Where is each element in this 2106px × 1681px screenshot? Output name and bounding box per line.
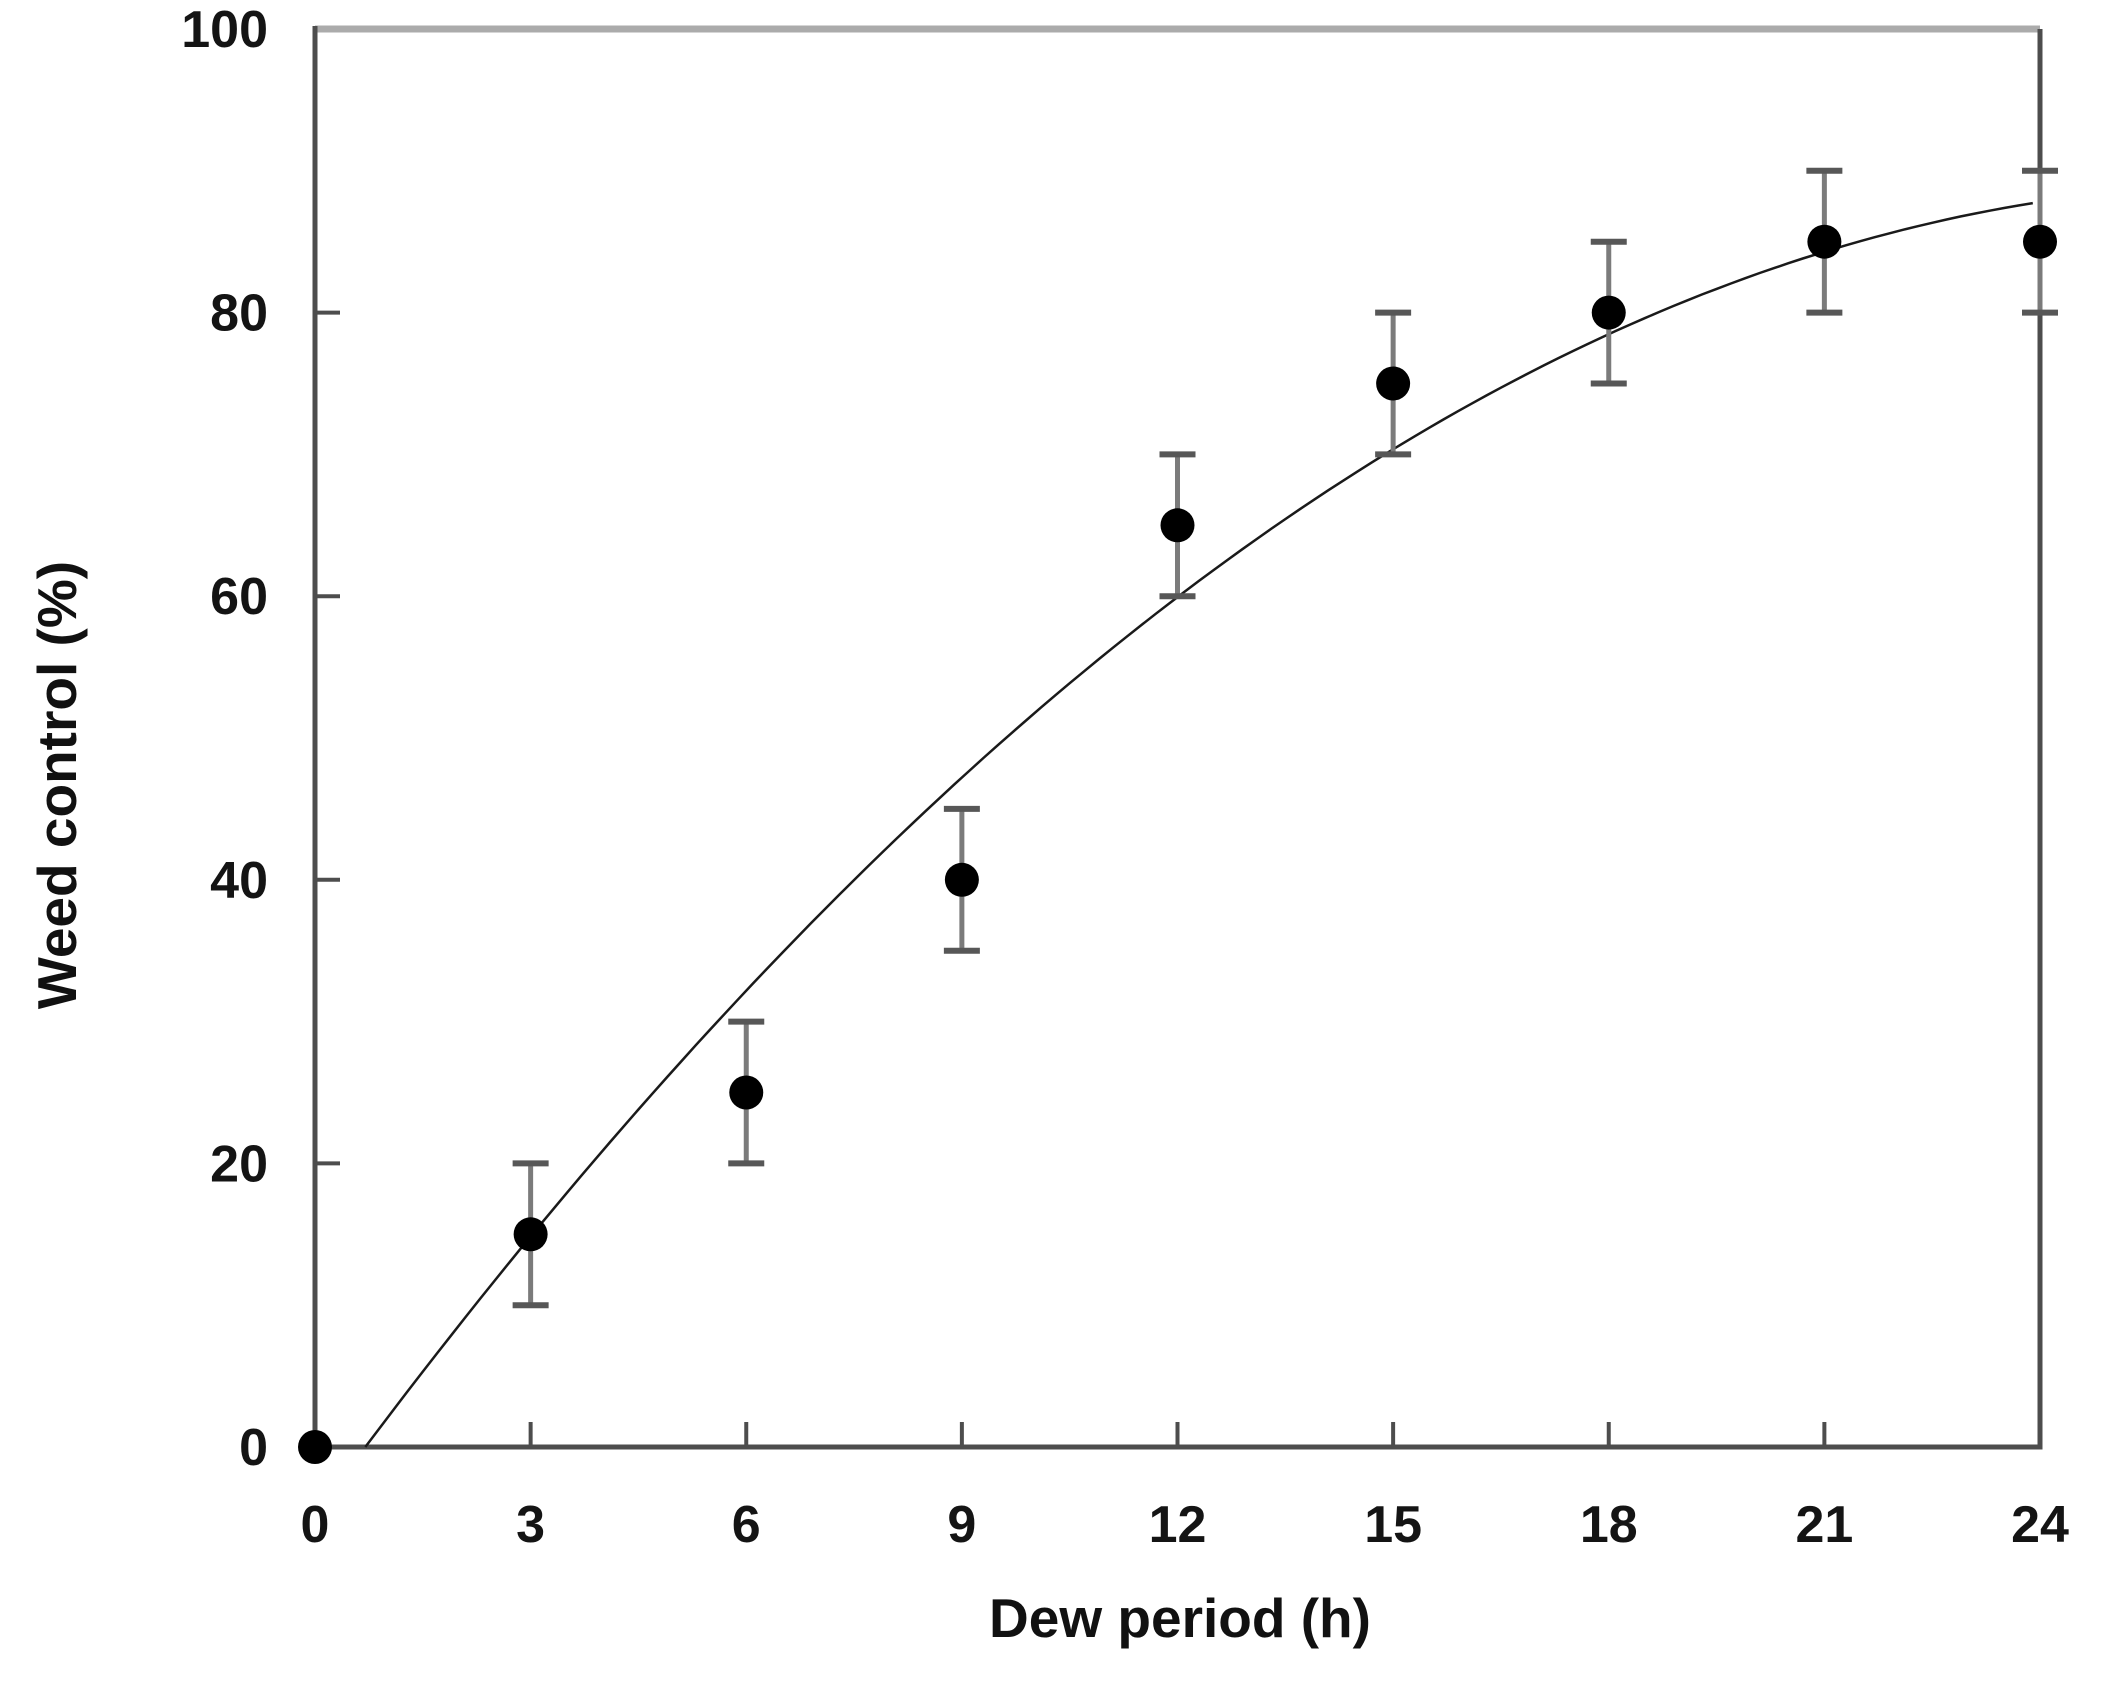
- y-tick-label: 20: [210, 1135, 268, 1193]
- y-axis-title: Weed control (%): [26, 560, 88, 1010]
- x-tick-label: 18: [1580, 1496, 1638, 1554]
- y-tick-label: 60: [210, 568, 268, 626]
- data-point: [1160, 508, 1195, 543]
- x-tick-label: 21: [1795, 1496, 1853, 1554]
- x-tick-label: 12: [1149, 1496, 1207, 1554]
- data-point: [513, 1217, 548, 1252]
- error-bars: [512, 167, 2058, 1309]
- x-tick-label: 3: [516, 1496, 545, 1554]
- y-tick-label: 40: [210, 852, 268, 910]
- data-point: [1807, 224, 1842, 259]
- fit-curve: [364, 201, 2034, 1448]
- data-point: [298, 1430, 332, 1464]
- x-tick-label: 9: [947, 1496, 976, 1554]
- data-point: [729, 1075, 764, 1110]
- data-point: [2023, 224, 2057, 259]
- x-tick-label: 6: [732, 1496, 761, 1554]
- y-tick-label: 100: [181, 1, 268, 59]
- data-point: [1591, 295, 1626, 330]
- x-axis-title: Dew period (h): [989, 1587, 1371, 1649]
- x-tick-label: 15: [1364, 1496, 1422, 1554]
- x-axis-ticks: 0 3 6 9 12 15 18 21 24: [301, 1422, 2069, 1554]
- y-tick-label: 80: [210, 285, 268, 343]
- data-point: [944, 862, 979, 897]
- data-point: [1376, 366, 1411, 401]
- x-tick-label: 0: [301, 1496, 330, 1554]
- x-tick-label: 24: [2011, 1496, 2069, 1554]
- y-axis-ticks: 0 20 40 60 80 100: [181, 1, 340, 1477]
- y-tick-label: 0: [239, 1419, 268, 1477]
- data-points: [298, 224, 2057, 1464]
